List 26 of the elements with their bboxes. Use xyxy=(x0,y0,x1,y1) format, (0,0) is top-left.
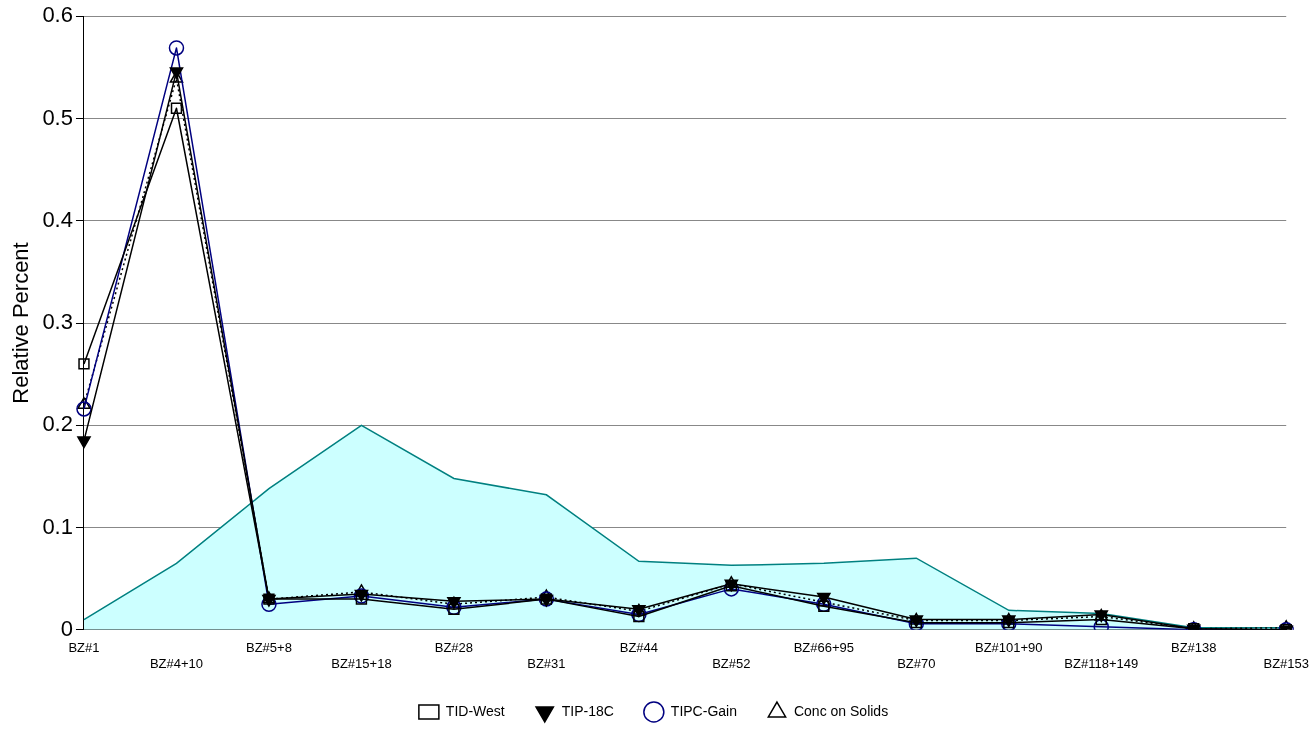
legend-label: TIPC-Gain xyxy=(670,702,737,719)
x-tick-label: BZ#66+95 xyxy=(793,640,855,656)
y-tick-label: 0 xyxy=(60,615,73,641)
y-tick-label: 0.6 xyxy=(42,2,73,28)
x-tick-label: BZ#118+149 xyxy=(1064,655,1139,671)
x-tick-label: BZ#1 xyxy=(68,640,100,656)
x-tick-label: BZ#52 xyxy=(712,655,751,671)
legend-label: TID-West xyxy=(445,702,505,719)
x-tick-label: BZ#4+10 xyxy=(149,655,204,671)
x-tick-label: BZ#101+90 xyxy=(974,640,1043,656)
legend-label: Conc on Solids xyxy=(793,702,889,719)
x-tick-label: BZ#28 xyxy=(434,640,474,656)
y-tick-label: 0.3 xyxy=(42,309,73,335)
x-tick-label: BZ#31 xyxy=(527,655,566,671)
x-tick-label: BZ#44 xyxy=(619,640,659,656)
x-tick-label: BZ#70 xyxy=(897,655,936,671)
y-tick-label: 0.5 xyxy=(42,104,73,130)
y-tick-label: 0.2 xyxy=(42,411,73,437)
y-tick-label: 0.4 xyxy=(42,206,73,232)
legend-label: TIP-18C xyxy=(561,702,614,719)
y-tick-label: 0.1 xyxy=(42,513,73,539)
x-tick-label: BZ#5+8 xyxy=(245,640,292,656)
x-tick-label: BZ#153 xyxy=(1263,655,1310,671)
x-tick-label: BZ#138 xyxy=(1170,640,1217,656)
x-tick-label: BZ#15+18 xyxy=(331,655,392,671)
y-axis-title: Relative Percent xyxy=(8,242,34,404)
